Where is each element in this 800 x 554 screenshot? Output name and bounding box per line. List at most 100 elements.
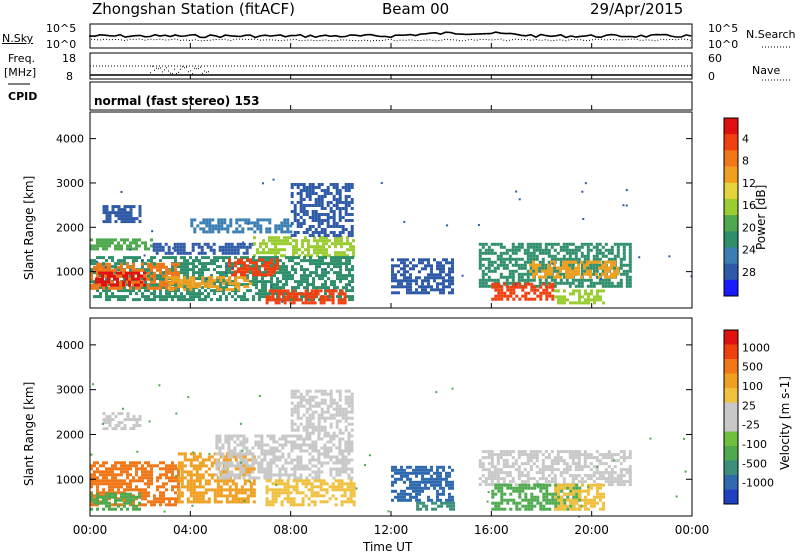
data-cell bbox=[305, 389, 309, 393]
data-cell bbox=[183, 276, 187, 280]
data-cell bbox=[412, 480, 415, 484]
data-cell bbox=[242, 251, 246, 255]
data-cell bbox=[141, 473, 144, 477]
data-cell bbox=[111, 241, 114, 245]
data-cell bbox=[147, 298, 150, 302]
data-cell bbox=[309, 274, 312, 278]
data-cell bbox=[595, 450, 599, 454]
data-cell bbox=[273, 283, 276, 287]
data-cell bbox=[135, 488, 138, 492]
data-cell bbox=[271, 494, 275, 498]
data-cell bbox=[135, 424, 139, 428]
data-cell bbox=[137, 274, 140, 278]
data-cell bbox=[195, 497, 199, 501]
data-cell bbox=[323, 449, 327, 453]
data-cell bbox=[340, 298, 344, 302]
data-cell bbox=[550, 471, 554, 475]
data-cell bbox=[326, 431, 330, 435]
data-cell bbox=[190, 221, 194, 225]
data-cell bbox=[451, 483, 454, 487]
data-cell bbox=[159, 292, 162, 296]
data-cell bbox=[245, 449, 249, 453]
data-cell bbox=[183, 464, 187, 468]
data-cell bbox=[278, 467, 282, 471]
data-cell bbox=[490, 260, 494, 264]
data-cell bbox=[174, 286, 177, 290]
data-cell bbox=[165, 265, 168, 269]
data-cell bbox=[577, 257, 581, 261]
data-cell bbox=[108, 295, 111, 299]
data-point bbox=[514, 283, 517, 286]
data-cell bbox=[138, 286, 141, 290]
data-cell bbox=[283, 482, 287, 486]
data-cell bbox=[610, 245, 614, 249]
data-cell bbox=[343, 500, 347, 504]
data-cell bbox=[227, 473, 231, 477]
data-cell bbox=[281, 434, 285, 438]
data-cell bbox=[331, 292, 335, 296]
data-cell bbox=[310, 494, 314, 498]
data-cell bbox=[344, 201, 348, 204]
data-cell bbox=[111, 464, 114, 468]
data-cell bbox=[204, 470, 208, 474]
data-cell bbox=[129, 289, 132, 293]
data-cell bbox=[111, 479, 114, 483]
data-cell bbox=[451, 486, 454, 490]
data-cell bbox=[135, 470, 138, 474]
data-cell bbox=[248, 242, 252, 246]
data-cell bbox=[138, 492, 141, 496]
data-cell bbox=[520, 242, 524, 246]
data-cell bbox=[321, 262, 324, 266]
data-cell bbox=[415, 282, 418, 286]
data-cell bbox=[150, 286, 153, 290]
data-cell bbox=[99, 265, 102, 269]
data-cell bbox=[304, 482, 308, 486]
data-cell bbox=[321, 286, 324, 290]
data-cell bbox=[308, 452, 312, 456]
data-cell bbox=[195, 292, 198, 296]
data-cell bbox=[253, 242, 256, 246]
data-cell bbox=[478, 477, 482, 481]
data-cell bbox=[296, 434, 300, 438]
data-cell bbox=[307, 239, 310, 243]
data-cell bbox=[267, 280, 270, 284]
data-cell bbox=[195, 455, 199, 459]
data-cell bbox=[583, 459, 587, 463]
data-cell bbox=[320, 470, 324, 474]
data-cell bbox=[230, 437, 234, 441]
data-cell bbox=[515, 486, 519, 490]
data-cell bbox=[274, 494, 278, 498]
data-cell bbox=[427, 285, 430, 289]
data-cell bbox=[343, 242, 346, 246]
data-cell bbox=[204, 491, 208, 495]
data-cell bbox=[599, 289, 602, 293]
data-cell bbox=[246, 497, 250, 501]
data-cell bbox=[487, 477, 491, 481]
data-cell bbox=[350, 207, 354, 210]
data-cell bbox=[610, 483, 614, 487]
data-cell bbox=[496, 477, 500, 481]
data-cell bbox=[524, 282, 528, 286]
data-cell bbox=[243, 264, 246, 268]
data-cell bbox=[551, 282, 555, 286]
data-cell bbox=[499, 257, 503, 261]
data-cell bbox=[311, 192, 315, 195]
data-cell bbox=[305, 186, 309, 189]
data-cell bbox=[132, 461, 135, 465]
data-cell bbox=[328, 289, 332, 293]
data-cell bbox=[111, 412, 115, 416]
data-cell bbox=[505, 471, 509, 475]
data-cell bbox=[529, 278, 533, 282]
data-cell bbox=[604, 272, 607, 276]
data-cell bbox=[252, 283, 255, 287]
data-cell bbox=[277, 491, 281, 495]
data-cell bbox=[577, 459, 581, 463]
data-cell bbox=[205, 224, 209, 228]
data-cell bbox=[544, 480, 548, 484]
data-cell bbox=[517, 248, 521, 252]
data-cell bbox=[259, 227, 263, 231]
data-cell bbox=[628, 474, 632, 478]
data-cell bbox=[301, 292, 305, 296]
data-cell bbox=[442, 267, 445, 271]
data-cell bbox=[305, 407, 309, 411]
